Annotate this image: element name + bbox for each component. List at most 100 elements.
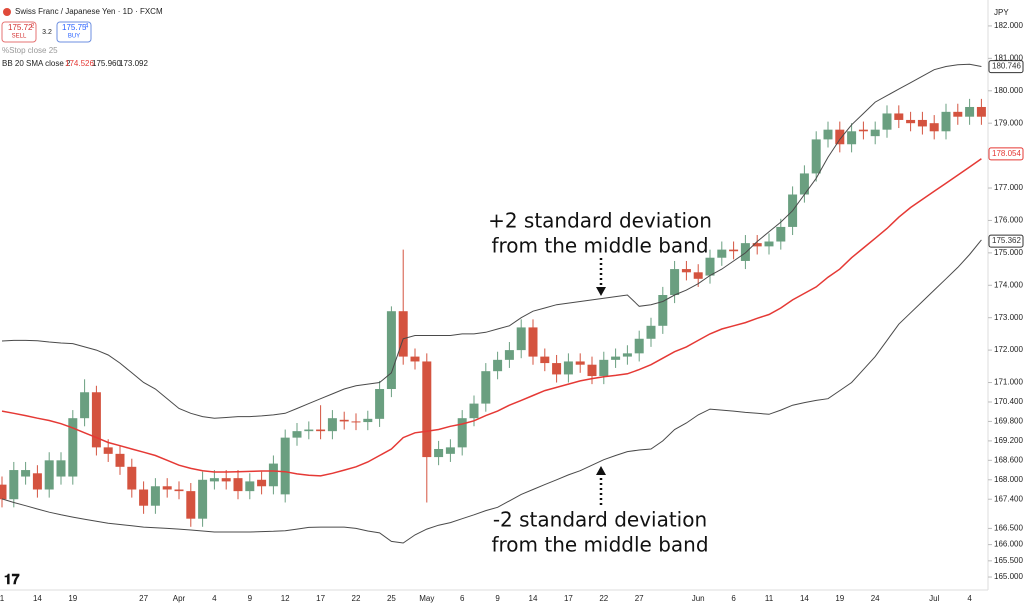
candle-body (422, 361, 432, 458)
y-tick-label: 168.600 (994, 455, 1023, 464)
buy-price[interactable]: 175.75 (62, 23, 87, 32)
sell-button[interactable] (1, 21, 37, 43)
y-tick-label: 177.000 (994, 183, 1023, 192)
candle-body (540, 356, 550, 364)
annotation: +2 standard deviation (488, 209, 712, 233)
candle-body (811, 139, 821, 174)
candle-body (174, 489, 184, 492)
y-tick-label: 180.000 (994, 86, 1023, 95)
sell-label[interactable]: SELL (12, 34, 27, 40)
x-tick-label: 25 (387, 594, 396, 603)
x-tick-label: 1 (0, 594, 5, 603)
candle-body (587, 364, 597, 377)
y-tick-label: 165.000 (994, 572, 1023, 581)
currency: JPY (994, 8, 1009, 17)
y-tick-label: 176.000 (994, 216, 1023, 225)
price-badge (988, 147, 1024, 161)
x-tick-label: 12 (281, 594, 290, 603)
candle-body (658, 295, 668, 326)
y-tick-label: 167.400 (994, 494, 1023, 503)
candle-body (162, 486, 172, 490)
annotation: -2 standard deviation (493, 508, 707, 532)
candle-body (327, 418, 337, 432)
x-tick-label: 22 (599, 594, 608, 603)
candle-body (575, 361, 585, 365)
candle-body (150, 486, 160, 506)
candle-body (316, 429, 326, 432)
x-tick-label: May (419, 594, 434, 603)
candle-body (835, 129, 845, 145)
candle-body (882, 113, 892, 130)
candle-body (434, 448, 444, 458)
candle-body (257, 479, 267, 487)
x-tick-label: 19 (835, 594, 844, 603)
band-line (1, 239, 982, 544)
x-tick-label: 14 (529, 594, 538, 603)
candle-body (670, 269, 680, 295)
y-tick-label: 174.000 (994, 280, 1023, 289)
candle-body (776, 226, 786, 242)
candle-body (115, 453, 125, 467)
candle-body (304, 429, 314, 432)
buy-label[interactable]: BUY (68, 34, 80, 40)
candle-body (870, 129, 880, 137)
candle-body (139, 489, 149, 506)
candle-body (198, 479, 208, 519)
x-tick-label: 17 (316, 594, 325, 603)
x-tick-label: 27 (139, 594, 148, 603)
price-badge-label: 178.054 (992, 149, 1021, 158)
candle-body (398, 311, 408, 357)
x-tick-label: 9 (248, 594, 253, 603)
candle-body (717, 249, 727, 258)
price-badge (988, 234, 1024, 248)
x-tick-label: 9 (495, 594, 500, 603)
candle-body (599, 359, 609, 377)
candle-body (127, 466, 137, 490)
candle-body (929, 123, 939, 132)
candle-body (764, 241, 774, 247)
price-badge (988, 60, 1024, 74)
sell-pip[interactable]: 2 (31, 24, 35, 30)
y-tick-label: 182.000 (994, 21, 1023, 30)
candle-body (705, 257, 715, 276)
y-tick-label: 181.000 (994, 53, 1023, 62)
symbol: Swiss Franc / Japanese Yen · 1D · FXCM (15, 7, 163, 16)
x-tick-label: 4 (212, 594, 217, 603)
candle-body (493, 359, 503, 372)
candle-body (221, 478, 231, 482)
buy-button[interactable] (56, 21, 92, 43)
candle-body (634, 338, 644, 354)
y-tick-label: 172.000 (994, 345, 1023, 354)
x-tick-label: 27 (635, 594, 644, 603)
indicator-stop: %Stop close 25 (2, 46, 58, 55)
arrow-head (596, 466, 606, 475)
candle-body (457, 418, 467, 448)
candle-body (268, 463, 278, 487)
candle-body (646, 325, 656, 339)
candle-body (68, 418, 78, 477)
x-tick-label: 6 (460, 594, 465, 603)
band-line (1, 158, 982, 477)
candle-body (611, 356, 621, 360)
candle-body (386, 311, 396, 390)
candle-body (847, 131, 857, 145)
band-line (1, 63, 982, 419)
buy-pip[interactable]: 4 (85, 24, 89, 30)
candle-body (9, 470, 19, 500)
candle-body (103, 447, 113, 454)
candle-body (504, 350, 514, 360)
candle-body (740, 243, 750, 261)
y-tick-label: 166.500 (994, 524, 1023, 533)
candle-body (339, 419, 349, 422)
sell-price[interactable]: 175.72 (8, 23, 33, 32)
candle-body (941, 111, 951, 132)
candle-body (469, 403, 479, 419)
y-tick-label: 171.000 (994, 378, 1023, 387)
candle-body (363, 418, 373, 423)
spread: 3.2 (42, 29, 52, 36)
x-tick-label: 11 (765, 594, 774, 603)
candle-body (823, 129, 833, 140)
y-tick-label: 165.500 (994, 556, 1023, 565)
